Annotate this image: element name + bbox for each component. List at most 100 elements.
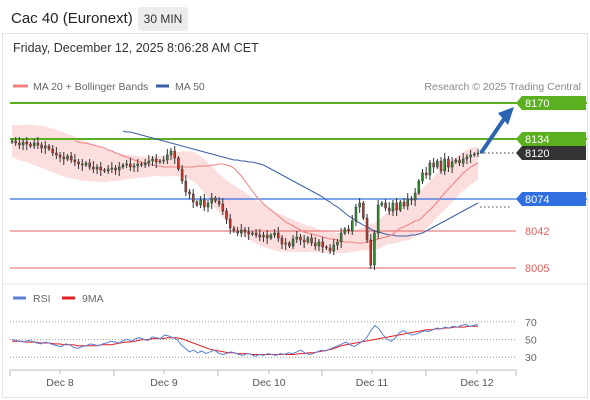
level-label-8170: 8170 <box>525 98 549 110</box>
candle-body <box>369 239 373 266</box>
candle-body <box>154 158 158 163</box>
level-label-8042: 8042 <box>525 226 549 238</box>
candle-body <box>243 229 247 233</box>
candle-body <box>432 162 435 168</box>
candle-body <box>273 232 276 236</box>
candle-body <box>166 154 169 161</box>
header: Cac 40 (Euronext) 30 MIN <box>0 0 590 36</box>
candle-body <box>140 163 143 166</box>
forecast-arrow <box>479 107 514 155</box>
candle-body <box>136 163 140 167</box>
candle-body <box>73 159 77 163</box>
candle-body <box>69 155 73 161</box>
rsi-ma-line <box>12 325 478 355</box>
candle-body <box>280 237 284 245</box>
rsi-panel: 70 50 30 <box>10 317 537 364</box>
candle-body <box>291 238 295 247</box>
candle-body <box>173 150 176 159</box>
candle-body <box>40 144 43 149</box>
level-label-8005: 8005 <box>525 263 549 275</box>
chart-frame <box>2 33 588 398</box>
candle-body <box>306 237 310 243</box>
candle-body <box>225 210 228 220</box>
candle-body <box>25 141 29 145</box>
candle-body <box>343 228 347 234</box>
candle-body <box>262 234 265 238</box>
candle-body <box>384 202 387 209</box>
candle-body <box>325 246 328 249</box>
candle-body <box>191 193 195 203</box>
candle-body <box>180 168 184 182</box>
candle-body <box>206 202 210 208</box>
candle-body <box>461 158 465 164</box>
candle-body <box>18 142 21 146</box>
bollinger-band-fill <box>12 124 478 254</box>
candle-body <box>232 227 236 232</box>
candle-body <box>92 166 95 170</box>
forecast-arrow-shaft <box>479 117 506 155</box>
candle-body <box>169 150 173 156</box>
candle-body <box>391 202 395 212</box>
candle-body <box>143 162 147 166</box>
candle-body <box>376 204 380 234</box>
candle-body <box>254 232 258 236</box>
candle-body <box>77 161 80 165</box>
candle-body <box>177 157 180 170</box>
candle-body <box>132 165 136 168</box>
candle-body <box>184 180 188 193</box>
rsi-line <box>11 323 479 357</box>
candle-body <box>66 155 69 160</box>
candle-body <box>10 140 14 143</box>
candle-body <box>317 241 321 247</box>
level-tag-8134 <box>516 132 586 146</box>
candle-body <box>332 244 336 252</box>
candle-body <box>58 154 62 158</box>
candle-body <box>47 145 51 150</box>
level-tag-8170 <box>516 96 586 110</box>
candle-body <box>203 199 206 208</box>
rsi-level-label-70: 70 <box>525 317 537 329</box>
candle-body <box>84 162 88 166</box>
candle-body <box>265 234 269 239</box>
candle-body <box>217 200 221 205</box>
candle-body <box>162 159 165 162</box>
candle-body <box>51 148 54 154</box>
instrument-title: Cac 40 (Euronext) <box>11 10 133 27</box>
candle-body <box>365 217 369 241</box>
candle-body <box>436 160 439 168</box>
level-labels: 8170 8134 8120 8074 8042 8005 <box>516 96 586 275</box>
candle-body <box>387 207 391 212</box>
bollinger-bands <box>12 124 478 254</box>
x-tick-label: Dec 11 <box>356 377 389 389</box>
timestamp: Friday, December 12, 2025 8:06:28 AM CET <box>13 41 259 55</box>
forecast-arrow-head <box>498 107 514 125</box>
candle-body <box>373 232 376 266</box>
candle-body <box>247 231 250 235</box>
candle-body <box>188 191 191 195</box>
candle-body <box>121 164 125 168</box>
candle-body <box>158 160 162 163</box>
candle-body <box>99 166 103 171</box>
candle-body <box>417 180 421 194</box>
candle-body <box>302 239 306 243</box>
credit-text: Research © 2025 Trading Central <box>424 81 581 93</box>
x-axis: Dec 8 Dec 9 Dec 10 Dec 11 Dec 12 <box>9 370 517 389</box>
candle-body <box>328 247 332 252</box>
candle-body <box>476 152 480 155</box>
candle-body <box>251 232 254 235</box>
x-tick-label: Dec 10 <box>252 377 285 389</box>
candle-body <box>258 234 262 238</box>
candle-body <box>347 228 350 232</box>
candle-body <box>195 201 199 206</box>
candle-body <box>314 242 317 247</box>
candle-body <box>88 162 91 168</box>
timeframe-button[interactable]: 30 MIN <box>138 7 188 31</box>
rsi-level-label-30: 30 <box>525 352 537 364</box>
level-tag-8074 <box>516 192 586 206</box>
candle-body <box>380 202 384 206</box>
candle-body <box>406 198 409 207</box>
rsi-ma-legend-label: 9MA <box>82 293 104 305</box>
candle-body <box>339 232 343 243</box>
candle-body <box>350 220 354 232</box>
